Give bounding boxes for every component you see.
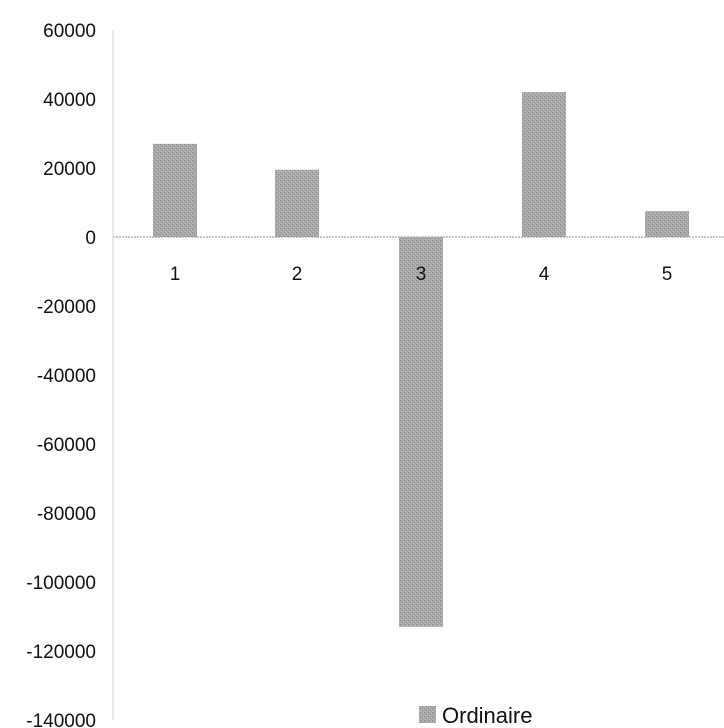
y-tick-label: 60000 xyxy=(43,21,96,42)
y-tick-label: 0 xyxy=(85,228,96,249)
y-tick-label: -80000 xyxy=(37,504,96,525)
bar xyxy=(399,237,443,627)
y-tick-label: -140000 xyxy=(26,711,96,728)
bar xyxy=(275,169,319,237)
y-tick-label: -100000 xyxy=(26,573,96,594)
bar-series xyxy=(153,92,689,627)
legend: Ordinaire xyxy=(419,703,532,728)
bar xyxy=(522,92,566,237)
bar xyxy=(153,143,197,237)
x-tick-label: 4 xyxy=(539,264,550,285)
y-tick-label: 20000 xyxy=(43,159,96,180)
y-tick-label: -40000 xyxy=(37,366,96,387)
x-axis-tick-labels: 1 2 3 4 5 xyxy=(170,264,673,285)
y-tick-label: -120000 xyxy=(26,642,96,663)
legend-swatch xyxy=(419,706,436,723)
y-axis-tick-labels: 60000 40000 20000 0 -20000 -40000 -60000 -80000… xyxy=(26,21,96,728)
x-tick-label: 5 xyxy=(662,264,673,285)
x-tick-label: 3 xyxy=(416,264,427,285)
y-tick-label: -60000 xyxy=(37,435,96,456)
y-tick-label: 40000 xyxy=(43,90,96,111)
legend-label: Ordinaire xyxy=(442,703,532,728)
y-tick-label: -20000 xyxy=(37,297,96,318)
x-tick-label: 1 xyxy=(170,264,181,285)
bar xyxy=(645,211,689,237)
x-tick-label: 2 xyxy=(292,264,303,285)
